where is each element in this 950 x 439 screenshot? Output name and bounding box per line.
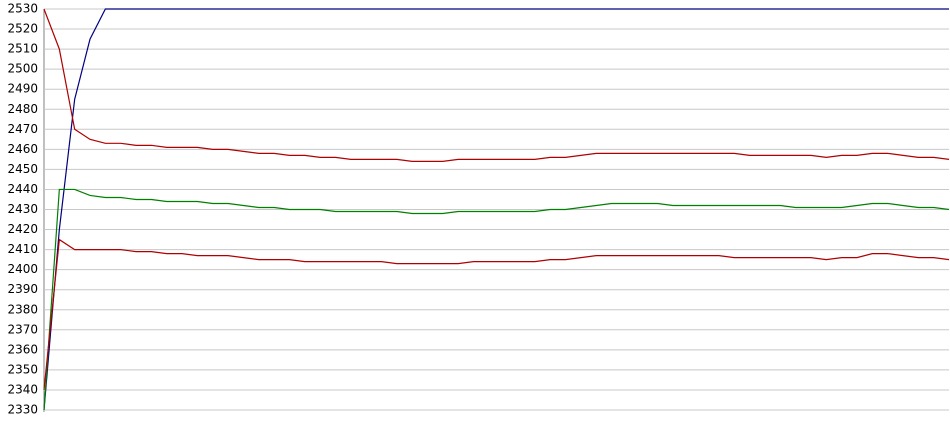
- y-tick-label: 2360: [7, 342, 38, 356]
- y-tick-label: 2500: [7, 62, 38, 76]
- y-tick-label: 2430: [7, 202, 38, 216]
- y-tick-label: 2370: [7, 322, 38, 336]
- y-tick-label: 2460: [7, 142, 38, 156]
- y-tick-label: 2510: [7, 42, 38, 56]
- series-line: [43, 8, 950, 162]
- y-tick-label: 2400: [7, 262, 38, 276]
- y-tick-label: 2450: [7, 162, 38, 176]
- y-tick-label: 2520: [7, 22, 38, 36]
- y-tick-label: 2330: [7, 403, 38, 417]
- y-tick-label: 2420: [7, 222, 38, 236]
- y-tick-label: 2470: [7, 122, 38, 136]
- y-tick-label: 2410: [7, 242, 38, 256]
- series-line: [43, 8, 949, 411]
- series-line: [43, 188, 950, 411]
- y-tick-label: 2480: [7, 102, 38, 116]
- y-tick-label: 2440: [7, 182, 38, 196]
- y-tick-label: 2530: [7, 2, 38, 16]
- y-tick-label: 2380: [7, 302, 38, 316]
- y-tick-label: 2340: [7, 382, 38, 396]
- y-tick-label: 2350: [7, 362, 38, 376]
- y-tick-label: 2390: [7, 282, 38, 296]
- y-tick-label: 2490: [7, 82, 38, 96]
- series-line: [43, 238, 950, 391]
